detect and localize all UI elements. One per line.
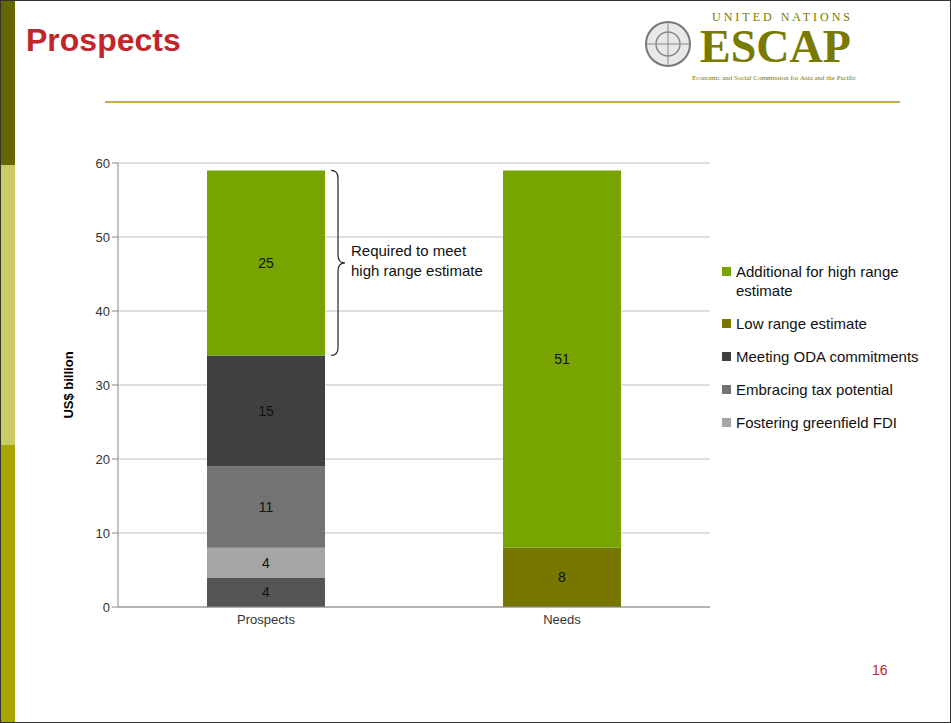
html-text:Additional for high range esti: Additional for high range estimate <box>736 263 899 299</box>
html-text:Fostering greenfield FDI: Fostering greenfield FDI <box>736 414 897 431</box>
svg-text:US$ billion: US$ billion <box>61 351 76 418</box>
html-text:Meeting ODA commitments: Meeting ODA commitments <box>736 348 919 365</box>
svg-text:4: 4 <box>262 555 270 571</box>
html-text:UNITED NATIONS: UNITED NATIONS <box>712 10 853 24</box>
html-text:ESCAP: ESCAP <box>700 21 851 72</box>
html-text:Low range estimate: Low range estimate <box>736 315 867 332</box>
svg-text:50: 50 <box>96 230 110 245</box>
svg-text:Needs: Needs <box>543 612 581 627</box>
svg-text:60: 60 <box>96 156 110 171</box>
svg-text:25: 25 <box>258 255 274 271</box>
svg-text:20: 20 <box>96 452 110 467</box>
html-text:Required to meet high range es: Required to meet high range estimate <box>351 241 483 279</box>
svg-text:15: 15 <box>258 403 274 419</box>
svg-text:11: 11 <box>259 499 274 515</box>
svg-text:40: 40 <box>96 304 110 319</box>
html-text:Embracing tax potential: Embracing tax potential <box>736 381 893 398</box>
svg-text:0: 0 <box>103 600 110 615</box>
svg-text:51: 51 <box>554 351 570 367</box>
html-text:Prospects: Prospects <box>26 22 181 58</box>
svg-text:8: 8 <box>558 569 566 585</box>
html-text:Economic and Social Commission: Economic and Social Commission for Asia … <box>692 74 857 82</box>
svg-text:4: 4 <box>262 584 270 600</box>
svg-text:Prospects: Prospects <box>237 612 295 627</box>
svg-text:10: 10 <box>96 526 110 541</box>
svg-text:30: 30 <box>96 378 110 393</box>
html-text:16: 16 <box>872 662 888 678</box>
